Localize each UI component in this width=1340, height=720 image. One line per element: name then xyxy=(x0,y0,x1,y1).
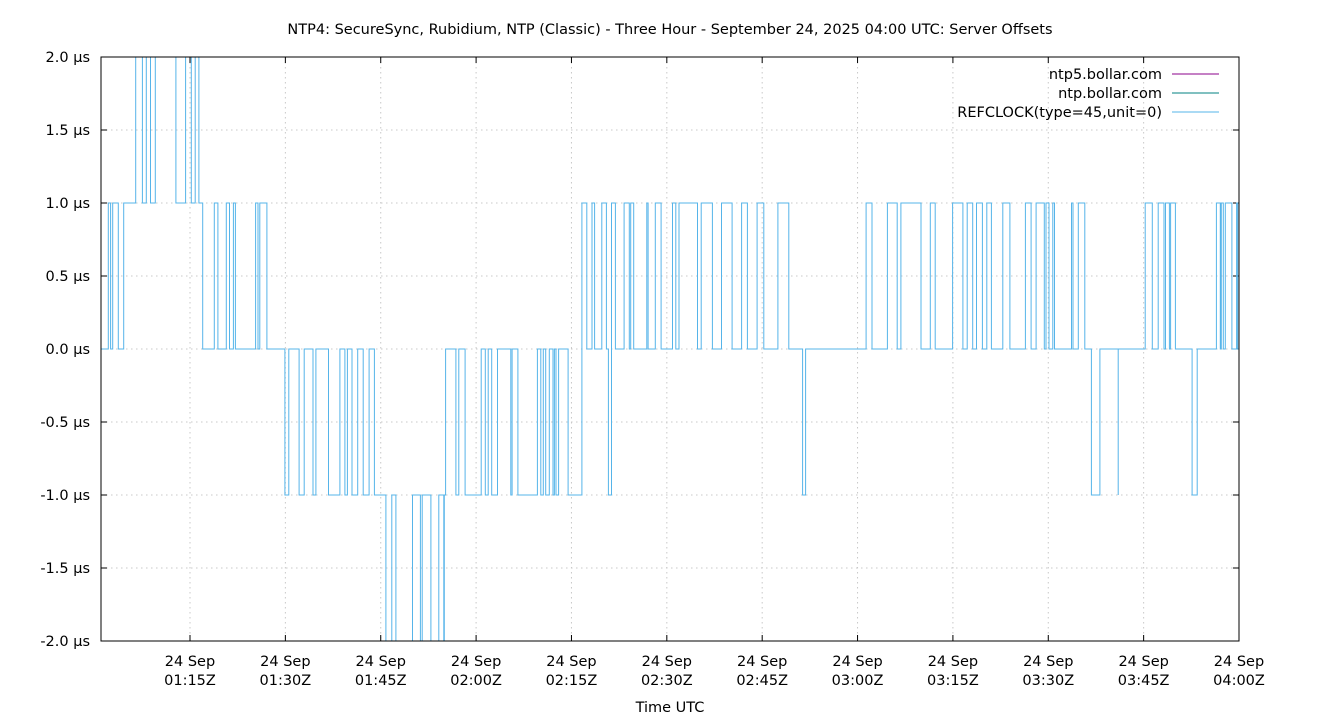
chart-title: NTP4: SecureSync, Rubidium, NTP (Classic… xyxy=(287,22,1052,38)
y-tick-label: -0.5 µs xyxy=(40,415,90,431)
series-line-2 xyxy=(101,56,1239,642)
x-axis-label: Time UTC xyxy=(635,700,705,716)
legend-label: ntp.bollar.com xyxy=(1058,86,1162,102)
x-tick-label: 24 Sep xyxy=(1118,654,1168,670)
x-tick-label: 03:15Z xyxy=(927,673,979,689)
y-tick-label: -2.0 µs xyxy=(40,634,90,650)
legend-label: REFCLOCK(type=45,unit=0) xyxy=(957,105,1162,121)
x-tick-label: 24 Sep xyxy=(165,654,215,670)
x-tick-label: 02:00Z xyxy=(450,673,502,689)
x-tick-label: 24 Sep xyxy=(1023,654,1073,670)
y-tick-label: -1.0 µs xyxy=(40,488,90,504)
axis-ticks: 2.0 µs 1.5 µs 1.0 µs 0.5 µs 0.0 µs -0.5 µs -1.… xyxy=(40,50,1265,689)
x-tick-label: 03:00Z xyxy=(832,673,884,689)
x-tick-label: 24 Sep xyxy=(928,654,978,670)
x-tick-label: 03:30Z xyxy=(1022,673,1074,689)
x-tick-label: 01:45Z xyxy=(355,673,407,689)
x-tick-label: 04:00Z xyxy=(1213,673,1265,689)
x-tick-label: 24 Sep xyxy=(260,654,310,670)
y-tick-label: 2.0 µs xyxy=(46,50,90,66)
x-tick-label: 01:15Z xyxy=(164,673,216,689)
x-tick-label: 24 Sep xyxy=(737,654,787,670)
x-tick-label: 24 Sep xyxy=(451,654,501,670)
x-tick-label: 02:15Z xyxy=(546,673,598,689)
x-tick-label: 24 Sep xyxy=(1214,654,1264,670)
x-tick-label: 24 Sep xyxy=(546,654,596,670)
y-tick-label: -1.5 µs xyxy=(40,561,90,577)
x-tick-label: 02:45Z xyxy=(736,673,788,689)
plot-border xyxy=(100,56,1240,642)
y-tick-label: 0.5 µs xyxy=(46,269,90,285)
x-tick-label: 24 Sep xyxy=(832,654,882,670)
legend-label: ntp5.bollar.com xyxy=(1049,67,1162,83)
y-tick-label: 1.0 µs xyxy=(46,196,90,212)
y-tick-label: 0.0 µs xyxy=(46,342,90,358)
plot-area xyxy=(101,56,1239,642)
x-tick-label: 03:45Z xyxy=(1118,673,1170,689)
y-tick-label: 1.5 µs xyxy=(46,123,90,139)
legend: ntp5.bollar.com ntp.bollar.com REFCLOCK(ty… xyxy=(957,67,1219,121)
x-tick-label: 01:30Z xyxy=(260,673,312,689)
x-tick-label: 02:30Z xyxy=(641,673,693,689)
x-tick-label: 24 Sep xyxy=(356,654,406,670)
x-tick-label: 24 Sep xyxy=(642,654,692,670)
